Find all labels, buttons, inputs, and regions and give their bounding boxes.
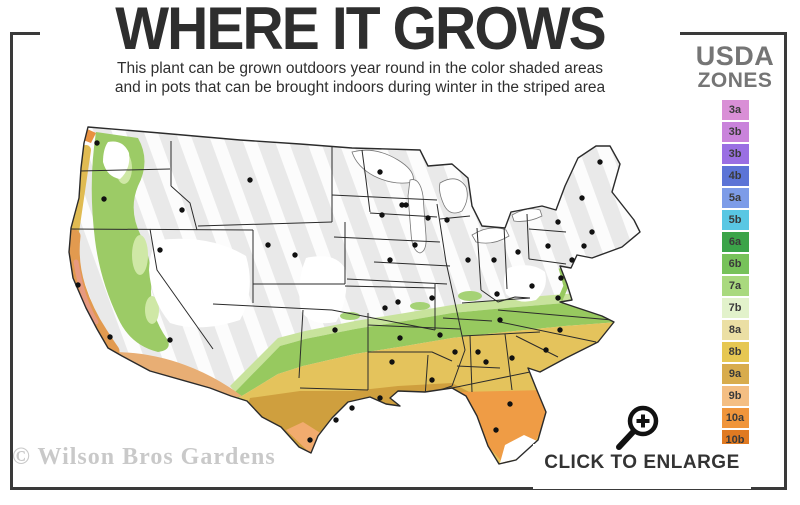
city-dot [558, 275, 564, 281]
city-dot [94, 140, 100, 146]
great-lakes [351, 149, 543, 254]
city-dot [557, 327, 563, 333]
city-dot [349, 405, 355, 411]
city-dot [494, 291, 500, 297]
watermark: © Wilson Bros Gardens [12, 444, 276, 470]
enlarge-background [533, 444, 751, 489]
subtitle-line-2: and in pots that can be brought indoors … [114, 79, 606, 96]
header: WHERE IT GROWS This plant can be grown o… [40, 0, 680, 100]
city-dot [332, 327, 338, 333]
city-dot [509, 355, 515, 361]
city-dot [493, 427, 499, 433]
city-dot [377, 169, 383, 175]
city-dot [399, 202, 405, 208]
city-dot [107, 334, 113, 340]
city-dot [483, 359, 489, 365]
city-dot [491, 257, 497, 263]
legend-zone-8b-11: 8b [721, 342, 749, 362]
legend-zone-10a-14: 10a [721, 408, 749, 428]
legend-zone-4b-3: 4b [721, 166, 749, 186]
city-dot [579, 195, 585, 201]
legend-items: 3a 3b 3b 4b 5a 5b 6a 6b 7a 7b 8a 8b 9a 9b 10a 10b [693, 100, 777, 450]
state-borders [69, 141, 613, 403]
legend-zone-9a-12: 9a [721, 364, 749, 384]
city-dot [247, 177, 253, 183]
city-dot [333, 417, 339, 423]
city-dot [475, 349, 481, 355]
legend-zone-7a-8: 7a [721, 276, 749, 296]
city-dot [179, 207, 185, 213]
city-dot [387, 257, 393, 263]
city-dot [555, 219, 561, 225]
city-dot [569, 257, 575, 263]
city-dot [555, 295, 561, 301]
city-dot [75, 282, 81, 288]
city-dot [581, 243, 587, 249]
city-dot [465, 257, 471, 263]
city-dot [543, 347, 549, 353]
legend-zone-6b-7: 6b [721, 254, 749, 274]
page-title: WHERE IT GROWS [115, 0, 606, 62]
legend-zone-6a-6: 6a [721, 232, 749, 252]
city-dot [307, 437, 313, 443]
legend-zone-9b-13: 9b [721, 386, 749, 406]
city-dot [403, 202, 409, 208]
legend-zone-8a-10: 8a [721, 320, 749, 340]
city-dot [452, 349, 458, 355]
click-to-enlarge[interactable]: CLICK TO ENLARGE [533, 400, 751, 489]
city-dots [75, 140, 603, 443]
city-dot [157, 247, 163, 253]
city-dot [377, 395, 383, 401]
city-dot [265, 242, 271, 248]
city-dot [167, 337, 173, 343]
city-dot [101, 196, 107, 202]
city-dot [389, 359, 395, 365]
city-dot [597, 159, 603, 165]
magnifier-plus-icon[interactable] [611, 402, 665, 456]
city-dot [379, 212, 385, 218]
legend-title-zones: ZONES [697, 69, 773, 92]
city-dot [529, 283, 535, 289]
enlarge-label[interactable]: CLICK TO ENLARGE [544, 452, 740, 473]
city-dot [589, 229, 595, 235]
usda-zones-legend: USDA ZONES 3a 3b 3b 4b 5a 5b 6a 6b 7a 7b 8a 8b 9a 9b 1… [693, 42, 777, 452]
legend-zone-7b-9: 7b [721, 298, 749, 318]
city-dot [395, 299, 401, 305]
city-dot [425, 215, 431, 221]
city-dot [497, 317, 503, 323]
legend-zone-3b-2: 3b [721, 144, 749, 164]
legend-zone-3b-1: 3b [721, 122, 749, 142]
legend-zone-3a-0: 3a [721, 100, 749, 120]
city-dot [444, 217, 450, 223]
subtitle-line-1: This plant can be grown outdoors year ro… [117, 60, 603, 77]
city-dot [397, 335, 403, 341]
city-dot [292, 252, 298, 258]
city-dot [429, 295, 435, 301]
city-dot [545, 243, 551, 249]
legend-zone-5a-4: 5a [721, 188, 749, 208]
city-dot [515, 249, 521, 255]
city-dot [412, 242, 418, 248]
city-dot [507, 401, 513, 407]
us-outline [68, 126, 641, 465]
legend-title-usda: USDA [695, 41, 775, 71]
city-dot [429, 377, 435, 383]
city-dot [437, 332, 443, 338]
city-dot [382, 305, 388, 311]
legend-zone-5b-5: 5b [721, 210, 749, 230]
